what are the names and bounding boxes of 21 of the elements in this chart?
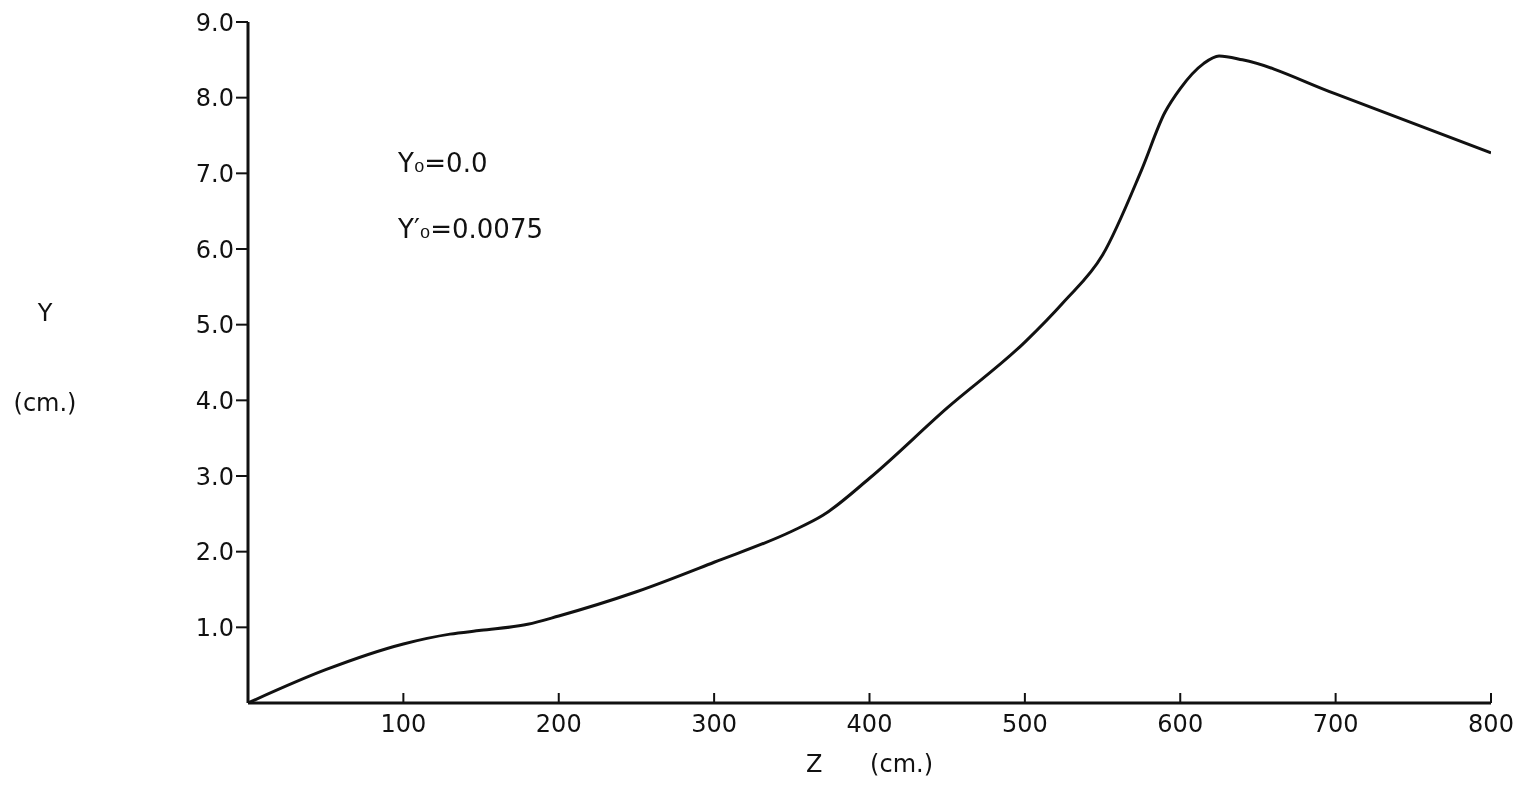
- x-tick-label: 400: [846, 710, 893, 739]
- x-tick-label: 700: [1312, 710, 1359, 739]
- y-tick-label: 8.0: [195, 84, 234, 113]
- y-tick-label: 7.0: [195, 159, 234, 188]
- x-tick-label: 300: [691, 710, 738, 739]
- x-tick-label: 600: [1157, 710, 1204, 739]
- annotation: Y₀=0.0: [398, 148, 488, 178]
- x-tick-label: 100: [380, 710, 427, 739]
- text: Y (cm.): [13, 299, 77, 417]
- y-tick-label: 3.0: [195, 462, 234, 491]
- x-tick-label: 800: [1468, 710, 1514, 739]
- y-tick-label: 5.0: [195, 311, 234, 340]
- y-tick-label: 2.0: [195, 538, 234, 567]
- y-tick-label: 1.0: [195, 613, 234, 642]
- y-tick-label: 6.0: [195, 235, 234, 264]
- y-tick-label: 4.0: [195, 386, 234, 415]
- x-tick-label: 500: [1001, 710, 1048, 739]
- x-tick-label: 200: [535, 710, 582, 739]
- x-axis-title: Z (cm.): [806, 750, 933, 778]
- annotation: Y′₀=0.0075: [398, 214, 543, 244]
- y-tick-label: 9.0: [195, 8, 234, 37]
